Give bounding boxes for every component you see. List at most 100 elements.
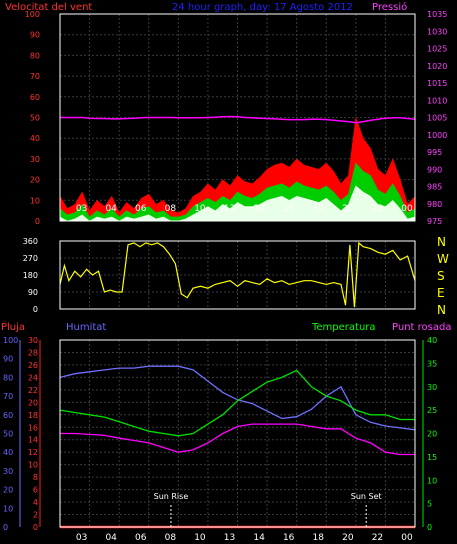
direction-tick-label: 180 [23, 271, 38, 280]
rain-tick-label: 30 [28, 336, 38, 345]
wind-minimum-series [59, 185, 416, 222]
rain-tick-label: 24 [28, 373, 38, 382]
wind-speed-tick-label: 90 [30, 31, 40, 40]
temperature-tick-label: 25 [427, 406, 437, 415]
lower-x-tick-label: 00 [401, 533, 413, 543]
rain-tick-label: 26 [28, 361, 38, 370]
pressure-title: Pressió [372, 1, 407, 13]
pressure-tick-label: 1010 [427, 96, 447, 105]
wind-x-tick-label: 14 [253, 204, 265, 214]
temperature-tick-label: 5 [427, 500, 432, 509]
wind-x-tick-label: 13 [224, 204, 235, 214]
sun-marker-label: Sun Rise [154, 492, 189, 501]
sun-marker-label: Sun Set [351, 492, 382, 501]
lower-x-tick-label: 20 [342, 533, 354, 543]
wind-speed-tick-label: 0 [35, 217, 40, 226]
dewpoint-axis-title: Punt rosada [392, 322, 451, 333]
compass-label: W [437, 252, 449, 266]
temperature-axis-title: Temperatura [311, 322, 376, 333]
humidity-tick-label: 60 [3, 411, 13, 420]
humidity-tick-label: 90 [3, 355, 13, 364]
pressure-tick-label: 1025 [427, 45, 447, 54]
rain-tick-label: 20 [28, 398, 38, 407]
lower-x-tick-label: 10 [194, 533, 206, 543]
wind-x-tick-label: 18 [313, 204, 325, 214]
wind-x-tick-label: 10 [194, 204, 206, 214]
wind-x-tick-label: 00 [401, 204, 413, 214]
rain-tick-label: 28 [28, 348, 38, 357]
wind-frame [59, 13, 416, 222]
temperature-tick-label: 10 [427, 476, 437, 485]
rain-tick-label: 18 [28, 411, 38, 420]
lower-x-tick-label: 14 [253, 533, 265, 543]
rain-tick-label: 2 [33, 511, 38, 520]
lower-x-tick-label: 06 [135, 533, 147, 543]
lower-frame [59, 339, 416, 528]
wind-x-tick-label: 04 [105, 204, 117, 214]
wind-speed-tick-label: 60 [30, 93, 40, 102]
lower-x-tick-label: 16 [283, 533, 295, 543]
humidity-tick-label: 10 [3, 504, 13, 513]
pressure-tick-label: 980 [427, 200, 442, 209]
rain-tick-label: 22 [28, 386, 38, 395]
wind-speed-tick-label: 100 [25, 10, 40, 19]
temperature-tick-label: 30 [427, 383, 437, 392]
pressure-tick-label: 1015 [427, 79, 447, 88]
compass-label: S [437, 269, 445, 283]
lower-x-tick-label: 08 [165, 533, 177, 543]
direction-frame [59, 240, 416, 310]
pressure-tick-label: 975 [427, 217, 442, 226]
pressure-series [60, 115, 416, 124]
temperature-tick-label: 20 [427, 430, 437, 439]
pressure-tick-label: 995 [427, 148, 442, 157]
wind-speed-title: Velocitat del vent [5, 2, 92, 13]
temperature-series [59, 369, 415, 437]
lower-x-tick-label: 03 [76, 533, 87, 543]
compass-label: E [437, 286, 445, 300]
pressure-tick-label: 1030 [427, 27, 447, 36]
temperature-tick-label: 35 [427, 359, 437, 368]
humidity-tick-label: 0 [3, 523, 8, 532]
wind-x-tick-label: 20 [342, 204, 354, 214]
rain-tick-label: 12 [28, 448, 38, 457]
humidity-tick-label: 40 [3, 448, 13, 457]
direction-tick-label: 270 [23, 254, 38, 263]
humidity-tick-label: 20 [3, 486, 13, 495]
wind-x-tick-label: 08 [165, 204, 177, 214]
rain-humidity-temperature-panel: 0246810121416182022242628300102030405060… [3, 336, 437, 543]
humidity-tick-label: 50 [3, 430, 13, 439]
compass-label: N [437, 303, 446, 317]
rain-tick-label: 10 [28, 461, 38, 470]
wind-pressure-panel: 0102030405060708090100975980985990995100… [25, 10, 448, 226]
humidity-tick-label: 30 [3, 467, 13, 476]
humidity-series [59, 365, 416, 431]
wind-x-tick-label: 22 [372, 204, 383, 214]
rain-tick-label: 6 [33, 486, 38, 495]
temperature-tick-label: 40 [427, 336, 437, 345]
wind-x-tick-label: 06 [135, 204, 147, 214]
wind-speed-tick-label: 50 [30, 114, 40, 123]
rain-tick-label: 0 [33, 523, 38, 532]
rain-tick-label: 14 [28, 436, 38, 445]
wind-speed-tick-label: 30 [30, 155, 40, 164]
humidity-tick-label: 100 [3, 336, 18, 345]
direction-tick-label: 360 [23, 237, 38, 246]
temperature-tick-label: 15 [427, 453, 437, 462]
humidity-tick-label: 70 [3, 392, 13, 401]
rain-tick-label: 4 [33, 498, 38, 507]
direction-tick-label: 0 [33, 305, 38, 314]
rain-tick-label: 16 [28, 423, 38, 432]
dewpoint-series [60, 423, 415, 456]
wind-direction-series [59, 241, 416, 308]
lower-x-tick-label: 04 [105, 533, 117, 543]
chart-title: 24 hour graph, day: 17 Agosto 2012 [172, 2, 353, 13]
compass-label: N [437, 235, 446, 249]
wind-speed-tick-label: 10 [30, 196, 40, 205]
pressure-tick-label: 1020 [427, 62, 447, 71]
pressure-tick-label: 1035 [427, 10, 447, 19]
lower-x-tick-label: 22 [372, 533, 383, 543]
pressure-tick-label: 990 [427, 165, 442, 174]
wind-speed-tick-label: 70 [30, 72, 40, 81]
